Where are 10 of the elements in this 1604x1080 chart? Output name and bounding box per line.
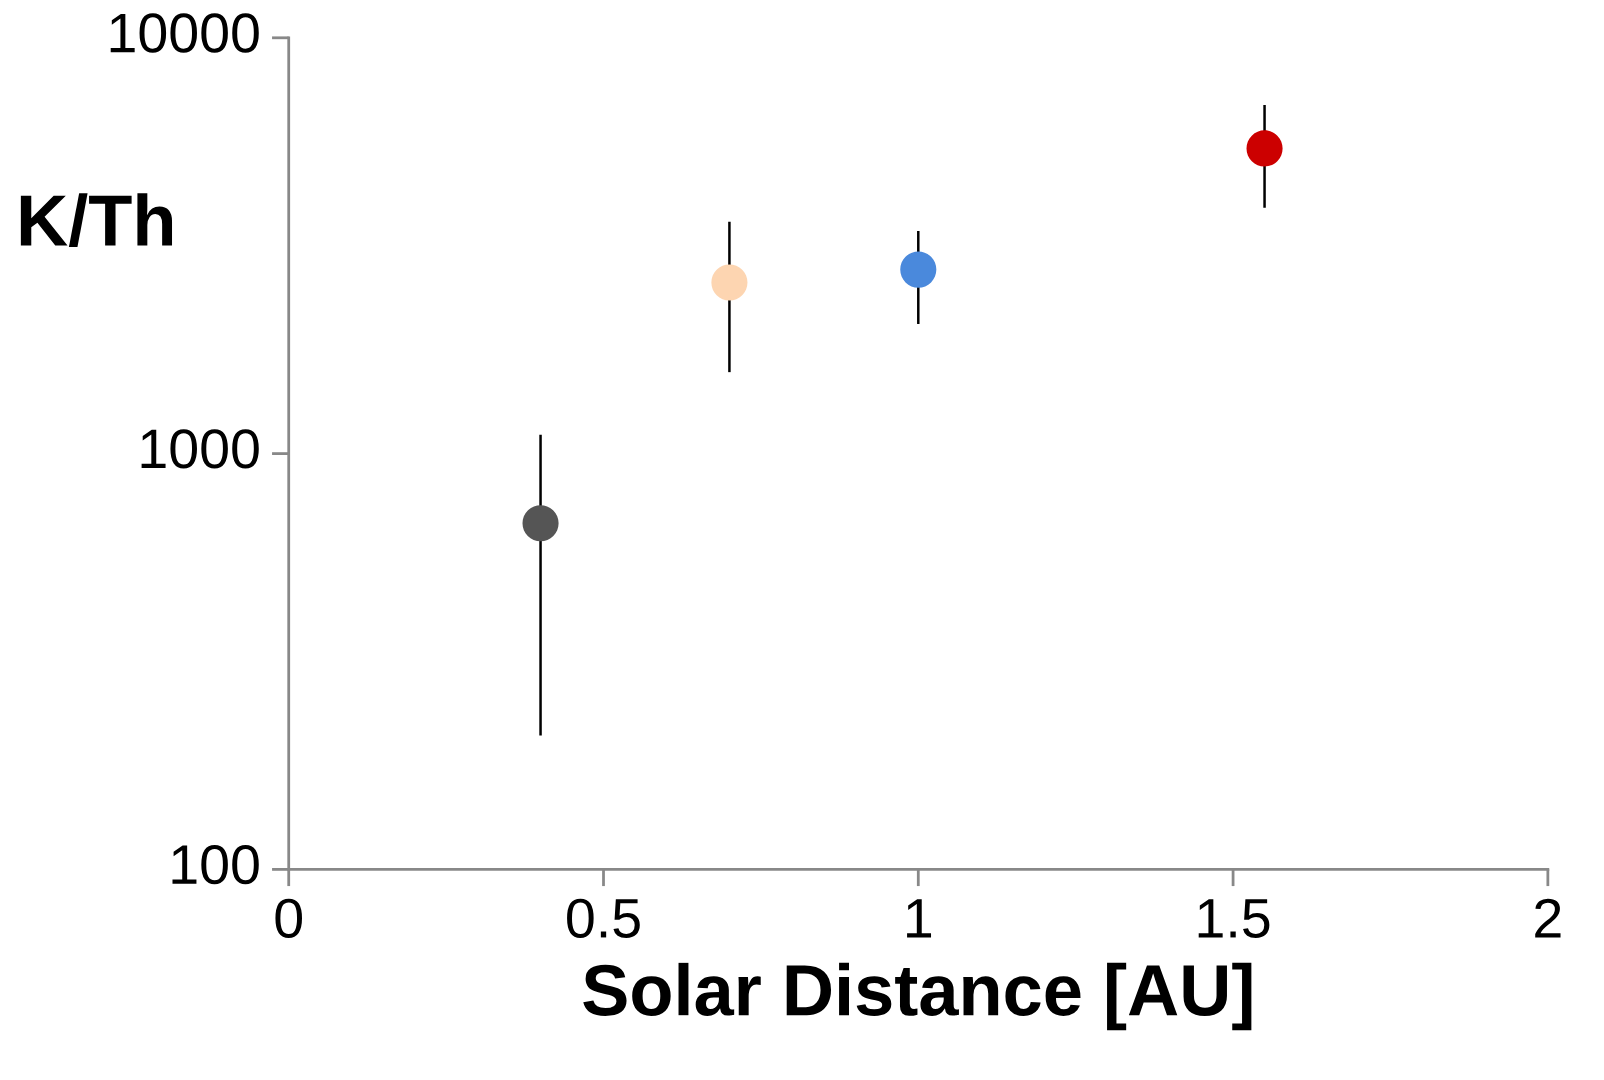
y-tick-label: 100	[172, 844, 259, 885]
x-tick-label: 1.5	[1198, 899, 1270, 938]
y-axis-title: K/Th	[20, 193, 173, 247]
y-tick-label: 10000	[110, 13, 259, 53]
x-tick-label: 1	[907, 899, 932, 938]
x-tick-label: 0	[275, 898, 302, 938]
x-axis-title: Solar Distance [AU]	[583, 962, 1252, 1031]
x-tick-label: 0.5	[567, 898, 640, 938]
y-tick-label: 1000	[141, 429, 259, 469]
x-tick-label: 2	[1535, 898, 1561, 938]
